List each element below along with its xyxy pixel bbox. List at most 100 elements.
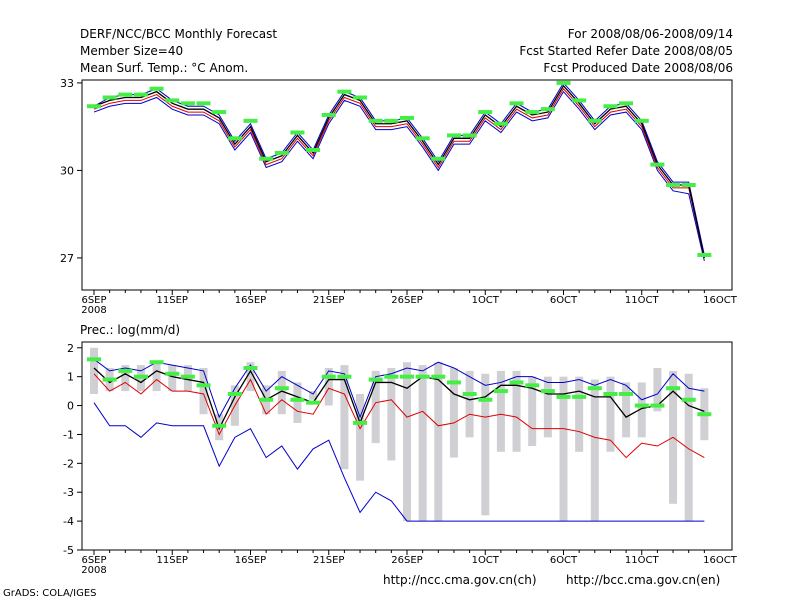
grads-credit: GrADS: COLA/IGES <box>3 588 97 599</box>
forecast-marker <box>306 400 321 405</box>
forecast-marker <box>603 392 618 396</box>
forecast-marker <box>619 101 634 106</box>
forecast-marker <box>650 162 665 167</box>
url-ch-link[interactable]: http://ncc.cma.gov.cn(ch) <box>383 573 537 587</box>
x-tick-label: 1OCT <box>472 295 500 306</box>
forecast-marker <box>446 133 461 138</box>
x-tick-label: 6OCT <box>550 295 578 306</box>
spread-bar <box>465 370 474 438</box>
spread-bar <box>309 391 318 400</box>
y-tick-label: -1 <box>63 428 74 441</box>
forecast-marker <box>337 89 352 94</box>
forecast-marker <box>556 394 571 399</box>
spread-bar <box>277 370 286 415</box>
forecast-marker <box>681 397 696 402</box>
forecast-marker <box>368 377 383 382</box>
y-tick-label: -5 <box>63 544 74 557</box>
spread-bar <box>575 376 584 452</box>
forecast-marker <box>102 377 117 382</box>
forecast-marker <box>431 374 446 379</box>
forecast-marker <box>697 253 712 257</box>
forecast-marker <box>697 412 712 417</box>
forecast-marker <box>493 389 508 394</box>
precip-title: Prec.: log(mm/d) <box>80 323 180 337</box>
forecast-marker <box>478 110 493 115</box>
forecast-marker <box>180 374 195 379</box>
spread-bar <box>559 376 568 522</box>
forecast-marker <box>587 386 602 391</box>
forecast-marker <box>634 403 649 408</box>
forecast-marker <box>415 136 430 141</box>
forecast-marker <box>133 92 148 97</box>
forecast-marker <box>133 374 148 379</box>
y-tick-label: -4 <box>63 515 74 528</box>
spread-bar <box>481 373 490 516</box>
spread-bar <box>371 370 380 444</box>
spread-bar <box>434 362 443 522</box>
spread-bar <box>543 376 552 438</box>
series-min-line <box>93 373 705 459</box>
variable-label: Mean Surf. Temp.: °C Anom. <box>80 61 249 75</box>
x-tick-label: 26SEP <box>391 555 422 566</box>
forecast-marker <box>353 420 368 425</box>
x-tick-label: 21SEP <box>313 555 344 566</box>
y-tick-label: 33 <box>60 77 74 90</box>
forecast-marker <box>227 392 242 396</box>
forecast-marker <box>540 107 555 112</box>
x-tick-label: 11OCT <box>625 295 660 306</box>
forecast-marker <box>462 392 477 396</box>
forecast-produced-date: Fcst Produced Date 2008/08/06 <box>543 61 733 75</box>
forecast-marker <box>212 423 227 428</box>
x-tick-label: 16OCT <box>703 295 738 306</box>
series-min-line <box>93 87 705 259</box>
spread-bar <box>324 368 333 406</box>
forecast-started-date: Fcst Started Refer Date 2008/08/05 <box>519 44 733 58</box>
forecast-marker <box>368 118 383 123</box>
forecast-period: For 2008/08/06-2008/09/14 <box>567 27 733 41</box>
spread-bar <box>152 362 161 392</box>
url-en-link[interactable]: http://bcc.cma.gov.cn(en) <box>566 573 721 587</box>
forecast-marker <box>337 374 352 379</box>
forecast-marker <box>227 136 242 141</box>
x-tick-label: 21SEP <box>313 295 344 306</box>
spread-bar <box>356 394 365 481</box>
forecast-marker <box>650 403 665 408</box>
forecast-marker <box>353 95 368 100</box>
forecast-marker <box>243 118 258 123</box>
spread-bar <box>168 365 177 392</box>
forecast-marker <box>87 357 101 362</box>
forecast-marker <box>619 392 634 396</box>
forecast-marker <box>165 98 180 103</box>
forecast-marker <box>462 133 477 138</box>
forecast-marker <box>540 389 555 394</box>
temperature-panel: 27 30 33 6SEP 11SEP 16SEP 21SEP 26SEP 1OCT 6OCT 11… <box>60 77 738 316</box>
spread-bar <box>528 376 537 446</box>
y-tick-label: -3 <box>63 486 74 499</box>
forecast-marker <box>321 374 336 379</box>
forecast-marker <box>525 110 540 115</box>
forecast-marker <box>165 371 180 376</box>
forecast-marker <box>274 150 289 155</box>
x-tick-label: 6SEP <box>81 555 106 566</box>
spread-bar <box>449 368 458 458</box>
x-tick-label: 11SEP <box>157 555 188 566</box>
spread-bar <box>403 362 411 522</box>
x-tick-label: 16SEP <box>235 295 266 306</box>
spread-bar <box>418 365 427 522</box>
spread-bar <box>590 379 599 522</box>
x-year-label: 2008 <box>81 565 106 576</box>
forecast-marker <box>572 394 587 399</box>
forecast-marker <box>149 360 164 365</box>
spread-bar <box>606 376 615 452</box>
forecast-marker <box>149 86 164 91</box>
forecast-marker <box>509 380 524 385</box>
spread-bar <box>512 370 521 452</box>
spread-bar <box>199 368 208 415</box>
x-tick-label: 16SEP <box>235 555 266 566</box>
forecast-marker <box>212 110 227 115</box>
spread-bar <box>387 368 396 461</box>
forecast-marker <box>384 374 399 379</box>
member-size: Member Size=40 <box>80 44 184 58</box>
forecast-marker <box>666 386 681 391</box>
